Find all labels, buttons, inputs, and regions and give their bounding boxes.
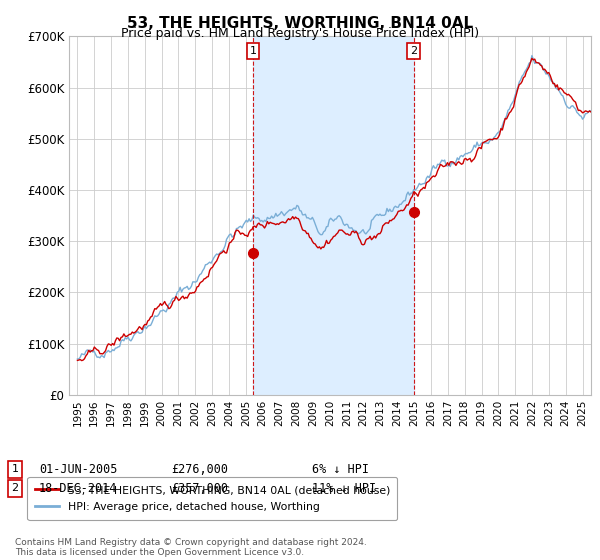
- Text: 01-JUN-2005: 01-JUN-2005: [39, 463, 118, 476]
- Text: £357,000: £357,000: [171, 482, 228, 495]
- Bar: [253, 36, 413, 395]
- Text: 11% ↓ HPI: 11% ↓ HPI: [312, 482, 376, 495]
- Legend: 53, THE HEIGHTS, WORTHING, BN14 0AL (detached house), HPI: Average price, detach: 53, THE HEIGHTS, WORTHING, BN14 0AL (det…: [28, 477, 397, 520]
- Text: 6% ↓ HPI: 6% ↓ HPI: [312, 463, 369, 476]
- Text: 1: 1: [11, 464, 19, 474]
- Text: Contains HM Land Registry data © Crown copyright and database right 2024.
This d: Contains HM Land Registry data © Crown c…: [15, 538, 367, 557]
- Text: 53, THE HEIGHTS, WORTHING, BN14 0AL: 53, THE HEIGHTS, WORTHING, BN14 0AL: [127, 16, 473, 31]
- Text: 2: 2: [410, 46, 417, 56]
- Text: £276,000: £276,000: [171, 463, 228, 476]
- Text: Price paid vs. HM Land Registry's House Price Index (HPI): Price paid vs. HM Land Registry's House …: [121, 27, 479, 40]
- Text: 2: 2: [11, 483, 19, 493]
- Text: 1: 1: [250, 46, 256, 56]
- Text: 18-DEC-2014: 18-DEC-2014: [39, 482, 118, 495]
